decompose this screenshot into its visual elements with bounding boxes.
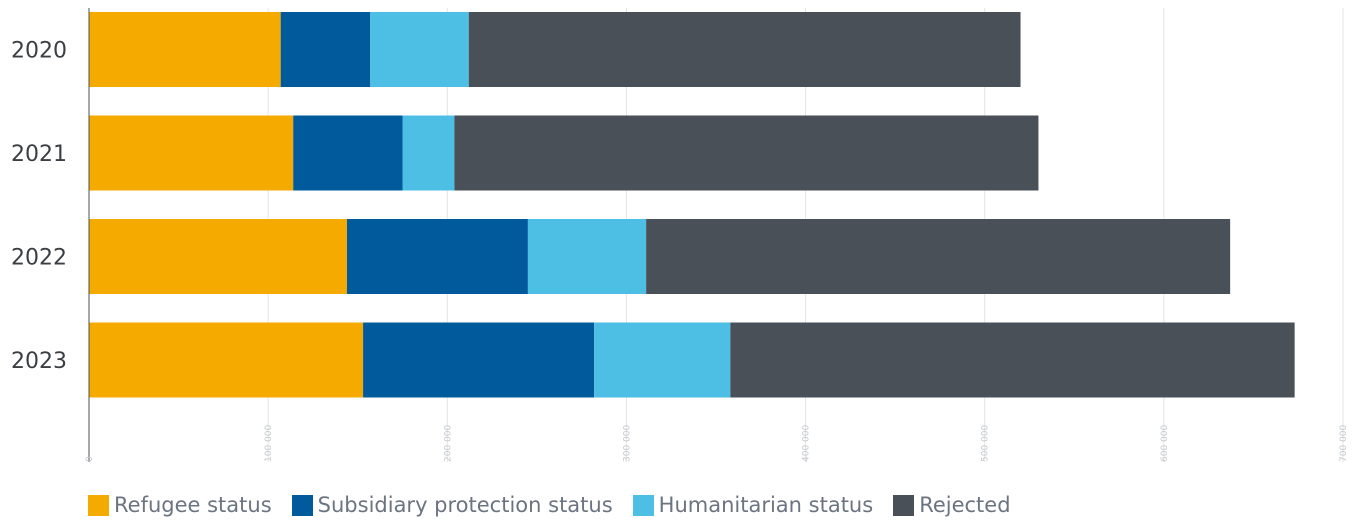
legend-label-subsidiary: Subsidiary protection status: [317, 493, 613, 517]
legend-item-refugee: Refugee status: [88, 493, 272, 517]
category-labels: 2020 2021 2022 2023: [11, 39, 67, 375]
x-tick-label: 300 000: [622, 425, 632, 462]
legend-swatch-rejected: [893, 494, 915, 516]
bar-segment: [89, 219, 347, 294]
bar-segment: [346, 219, 528, 294]
x-tick-labels: 0 100 000 200 000 300 000 400 000 500 000 600 …: [85, 425, 1349, 462]
x-tick-label: 400 000: [802, 425, 812, 462]
bar-segment: [730, 322, 1295, 398]
bars: [89, 12, 1295, 398]
legend-item-subsidiary: Subsidiary protection status: [291, 493, 613, 517]
bar-segment: [402, 115, 455, 191]
category-label: 2022: [11, 246, 67, 271]
category-label: 2021: [11, 142, 67, 167]
bar-segment: [89, 115, 294, 191]
x-tick-label: 700 000: [1339, 425, 1349, 462]
bar-segment: [454, 115, 1039, 191]
category-label: 2023: [11, 349, 67, 374]
legend-swatch-refugee: [88, 494, 109, 516]
x-tick-label: 0: [85, 456, 95, 462]
bar-segment: [594, 322, 731, 398]
legend-label-humanitarian: Humanitarian status: [658, 493, 874, 517]
x-tick-label: 200 000: [443, 425, 453, 462]
bar-segment: [646, 219, 1231, 294]
bar-segment: [89, 12, 281, 87]
legend-label-refugee: Refugee status: [114, 493, 272, 517]
x-tick-label: 100 000: [264, 425, 274, 462]
legend-swatch-humanitarian: [632, 494, 654, 516]
x-tick-label: 600 000: [1160, 425, 1170, 462]
bar-segment: [89, 322, 364, 398]
category-label: 2020: [11, 39, 67, 64]
bar-segment: [363, 322, 595, 398]
legend-label-rejected: Rejected: [919, 493, 1011, 517]
bar-segment: [280, 12, 371, 87]
x-tick-label: 500 000: [981, 425, 991, 462]
bar-segment: [527, 219, 647, 294]
legend-swatch-subsidiary: [291, 494, 313, 516]
legend: Refugee status Subsidiary protection sta…: [88, 492, 1031, 518]
bar-segment: [468, 12, 1021, 87]
bar-segment: [293, 115, 403, 191]
legend-item-rejected: Rejected: [893, 493, 1011, 517]
legend-item-humanitarian: Humanitarian status: [632, 493, 874, 517]
bar-segment: [370, 12, 469, 87]
